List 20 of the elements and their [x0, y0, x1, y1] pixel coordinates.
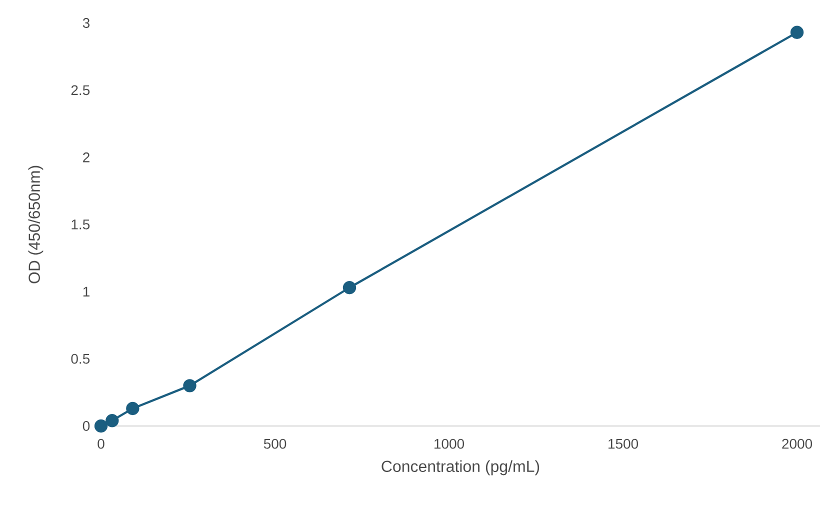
x-tick-label: 1000: [434, 438, 464, 449]
point: [790, 26, 804, 39]
y-tick-label: 0.5: [71, 354, 90, 364]
x-tick-label: 0: [98, 438, 104, 449]
point: [342, 281, 356, 294]
point: [94, 419, 108, 433]
y-tick-label: 2: [83, 152, 90, 162]
x-axis-title: Concentration (pg/mL): [382, 460, 540, 476]
y-tick-label: 2.5: [71, 85, 90, 96]
y-tick-label: 1.5: [72, 220, 90, 230]
point: [126, 402, 140, 416]
y-tick-label: 3: [82, 18, 90, 28]
y-tick-label: 0: [82, 421, 90, 431]
x-tick-label: 2000: [782, 438, 812, 449]
x-tick-label: 1500: [608, 438, 638, 449]
y-tick-label: 1: [83, 286, 90, 296]
point: [106, 414, 119, 428]
point: [183, 379, 196, 392]
y-axis-title: OD (450/650nm): [28, 166, 44, 284]
x-tick-label: 500: [264, 438, 286, 449]
